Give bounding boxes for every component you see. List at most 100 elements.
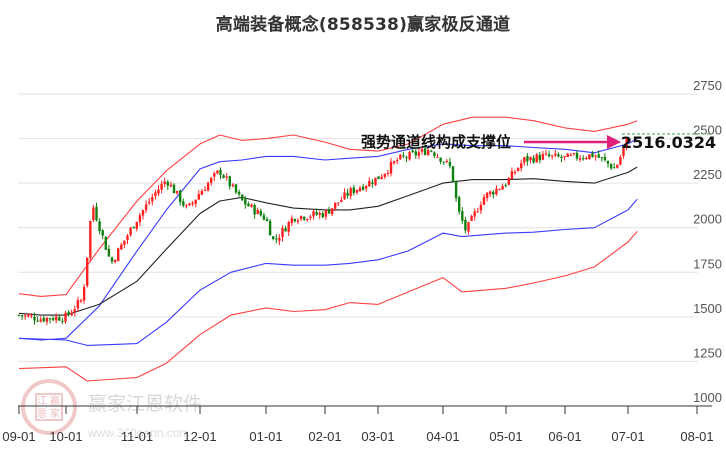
watermark-url: www.360gann.com <box>87 426 189 440</box>
candle-up <box>420 148 424 152</box>
candle-down <box>532 157 535 163</box>
y-tick-label: 1000 <box>693 390 722 405</box>
candle-down <box>42 318 45 322</box>
x-tick-label: 11-01 <box>121 429 153 444</box>
candle-up <box>470 215 473 221</box>
candle-down <box>504 184 507 186</box>
candle-up <box>312 211 315 217</box>
arrow-head-icon <box>607 135 621 149</box>
candle-up <box>569 154 572 156</box>
candle-up <box>365 186 368 189</box>
y-tick-label: 1750 <box>693 256 722 271</box>
candle-up <box>516 167 520 171</box>
candle-down <box>454 181 458 199</box>
candle-up <box>479 204 483 211</box>
candle-up <box>129 227 132 236</box>
candle-down <box>234 184 238 193</box>
candle-up <box>476 211 479 213</box>
outer_upper_band-line <box>18 116 638 297</box>
candle-down <box>560 156 563 158</box>
candle-down <box>609 164 613 169</box>
x-tick-label: 05-01 <box>489 429 522 444</box>
candle-up <box>498 189 501 191</box>
annotation-label: 强势通道线构成支撑位 <box>361 133 511 151</box>
channel-lines <box>18 116 638 382</box>
candle-up <box>138 215 142 223</box>
x-axis: 09-01 10-01 11-01 12-01 01-01 02-01 03-01 04-01… <box>2 405 714 444</box>
candle-down <box>352 187 355 193</box>
candle-up <box>290 218 293 223</box>
candle-up <box>554 153 557 156</box>
candle-down <box>166 181 169 186</box>
candle-up <box>175 190 179 194</box>
candle-down <box>547 154 551 157</box>
candle-down <box>61 320 64 322</box>
y-tick-label: 2500 <box>693 123 722 138</box>
candle-down <box>172 184 176 194</box>
candle-down <box>371 182 374 184</box>
x-tick-label: 12-01 <box>183 429 216 444</box>
inner_upper_band-line <box>18 138 638 341</box>
candle-up <box>330 208 334 215</box>
watermark-seal-icon <box>21 379 77 435</box>
candle-down <box>492 191 495 195</box>
candle-down <box>272 236 275 239</box>
candle-up <box>535 154 538 163</box>
candle-up <box>296 220 300 222</box>
candle-up <box>396 160 399 162</box>
candle-down <box>67 311 70 315</box>
x-tick-label: 04-01 <box>426 429 459 444</box>
candle-down <box>17 314 21 316</box>
candle-up <box>39 319 42 322</box>
watermark-seal-char: 恩 <box>37 408 47 420</box>
candle-down <box>33 316 36 321</box>
candle-up <box>473 211 476 217</box>
candle-up <box>374 177 377 186</box>
candle-up <box>154 192 157 196</box>
x-tick-label: 08-01 <box>680 429 713 444</box>
candle-up <box>24 315 27 317</box>
candle-down <box>104 236 107 250</box>
candle-up <box>368 180 371 187</box>
candle-up <box>513 172 517 174</box>
candle-down <box>241 194 244 201</box>
candle-down <box>268 221 272 236</box>
candle-up <box>123 240 126 245</box>
candle-up <box>30 315 33 317</box>
inner_lower_band-line <box>18 198 638 346</box>
candle-up <box>210 177 213 183</box>
candle-down <box>179 190 182 203</box>
candle-down <box>20 315 24 317</box>
candle-up <box>392 161 396 164</box>
candle-up <box>541 154 545 160</box>
candle-up <box>206 182 210 191</box>
candle-up <box>213 173 216 177</box>
candle-up <box>141 210 145 216</box>
candle-down <box>606 160 610 164</box>
candle-down <box>36 320 39 322</box>
outer_lower_band-line <box>18 230 638 382</box>
watermark-seal-char: 江 <box>37 395 47 407</box>
candle-up <box>566 153 569 157</box>
candle-up <box>216 170 219 174</box>
candle-up <box>489 191 492 195</box>
candlesticks <box>17 138 628 326</box>
candle-down <box>275 238 278 240</box>
candle-up <box>399 154 402 160</box>
candle-up <box>572 153 576 155</box>
candle-up <box>113 260 117 263</box>
candle-up <box>200 190 204 195</box>
watermark-seal-frame <box>35 393 63 421</box>
candle-up <box>79 300 83 302</box>
candle-up <box>281 227 284 238</box>
candle-down <box>51 318 55 321</box>
candle-down <box>293 219 297 222</box>
candle-up <box>163 181 166 185</box>
candle-up <box>337 202 340 204</box>
candle-up <box>299 215 303 220</box>
candle-up <box>231 184 235 187</box>
candle-down <box>402 155 405 157</box>
candle-up <box>445 160 448 162</box>
watermark: 江赢恩家 赢家江恩软件 www.360gann.com <box>21 379 202 440</box>
candle-up <box>389 161 393 174</box>
